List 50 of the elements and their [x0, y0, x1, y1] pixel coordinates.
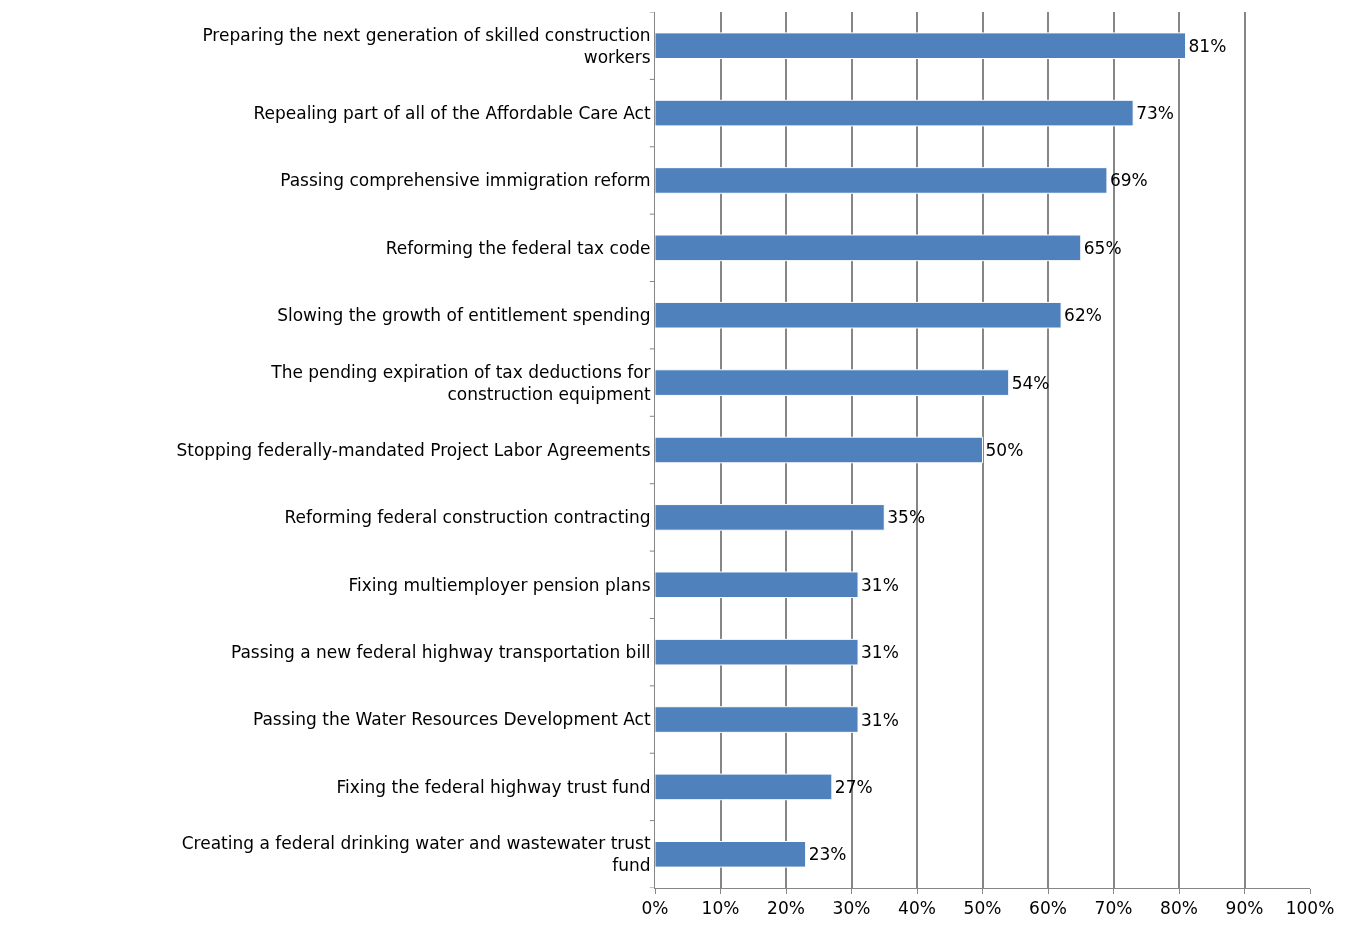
y-tick-label: Reforming federal construction contracting	[284, 507, 651, 528]
bar	[655, 571, 859, 599]
data-label: 62%	[1064, 305, 1102, 326]
data-label: 31%	[861, 709, 899, 730]
x-tick-label: 40%	[898, 898, 936, 919]
x-tick-label: 100%	[1285, 898, 1335, 919]
data-label: 69%	[1109, 170, 1148, 191]
y-tick-label: The pending expiration of tax deductions for construction equipment	[270, 361, 651, 404]
x-tick-label: 60%	[1029, 898, 1067, 919]
y-tick-label: Passing the Water Resources Development Act	[252, 709, 651, 730]
bar	[655, 638, 859, 666]
x-tick-label: 10%	[701, 898, 740, 919]
y-tick-label: Reforming the federal tax code	[385, 237, 651, 258]
bar	[655, 841, 807, 868]
y-tick-label: Fixing the federal highway trust fund	[336, 776, 651, 797]
x-tick-label: 70%	[1094, 898, 1133, 919]
bar	[655, 504, 885, 531]
bar	[655, 32, 1187, 59]
bar	[655, 706, 859, 733]
bar	[655, 167, 1108, 194]
y-tick-label: Slowing the growth of entitlement spending	[277, 305, 651, 326]
data-label: 65%	[1083, 237, 1122, 258]
x-tick-label: 30%	[832, 898, 871, 919]
data-label: 31%	[861, 574, 899, 595]
data-label: 35%	[887, 507, 926, 528]
x-tick-label: 80%	[1160, 898, 1198, 919]
x-tick-label: 50%	[963, 898, 1002, 919]
data-label: 81%	[1188, 35, 1227, 56]
bar	[655, 773, 833, 801]
y-tick-label: Passing comprehensive immigration reform	[280, 170, 651, 191]
data-label: 31%	[861, 642, 899, 663]
y-tick-label: Passing a new federal highway transportation bill	[230, 642, 651, 663]
y-tick-label: Repealing part of all of the Affordable Care Act	[253, 103, 651, 124]
bar	[655, 436, 983, 464]
bar	[655, 301, 1062, 329]
y-tick-label: Creating a federal drinking water and wastewater trust fund	[181, 833, 651, 876]
x-tick-label: 20%	[767, 898, 805, 919]
bar	[655, 234, 1082, 262]
data-label: 54%	[1011, 372, 1050, 393]
x-tick-label: 90%	[1225, 898, 1264, 919]
x-tick-label: 0%	[641, 898, 669, 919]
bar	[655, 99, 1134, 127]
y-tick-label: Fixing multiemployer pension plans	[348, 574, 651, 595]
y-tick-label: Preparing the next generation of skilled construction workers	[202, 24, 651, 67]
data-label: 23%	[808, 844, 847, 865]
y-tick-label: Stopping federally-mandated Project Labor Agreements	[176, 439, 651, 460]
data-label: 27%	[834, 776, 873, 797]
data-label: 73%	[1136, 103, 1174, 124]
data-label: 50%	[985, 440, 1024, 460]
bar	[655, 369, 1010, 396]
